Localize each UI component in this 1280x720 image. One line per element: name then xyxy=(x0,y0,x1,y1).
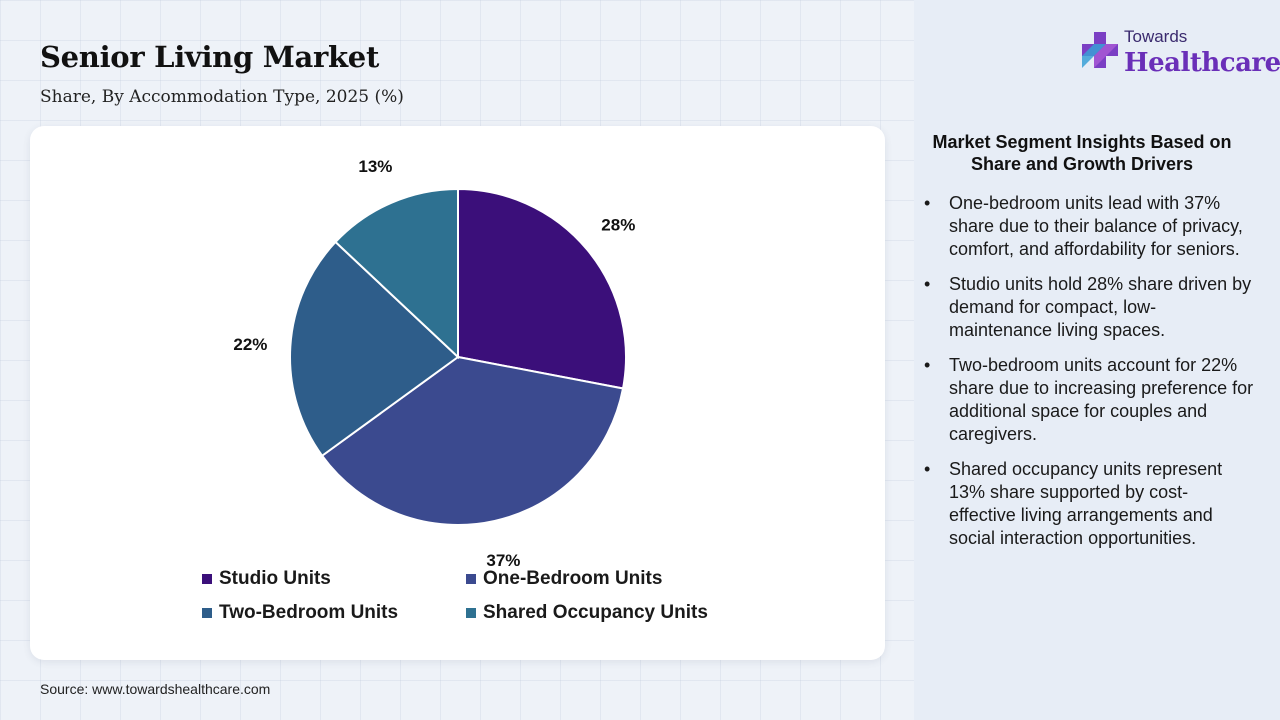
legend-item: Shared Occupancy Units xyxy=(466,602,806,624)
insight-text: Studio units hold 28% share driven by de… xyxy=(949,274,1252,340)
chart-card: 28% 37% 22% 13% Studio Units One-Bedroom Uni… xyxy=(30,126,885,660)
insights-panel xyxy=(914,0,1280,720)
bullet-icon: • xyxy=(924,459,931,479)
pie-slice-shared-occupancy-units xyxy=(334,187,459,360)
legend-swatch xyxy=(202,608,212,618)
insights-list: • One-bedroom units lead with 37% share d… xyxy=(924,192,1254,562)
insight-item: • Shared occupancy units represent 13% sh… xyxy=(924,458,1254,550)
legend-label: Shared Occupancy Units xyxy=(483,602,708,623)
legend-label: One-Bedroom Units xyxy=(483,568,663,589)
insights-title: Market Segment Insights Based on Share a… xyxy=(932,132,1232,174)
legend-item: Studio Units xyxy=(202,568,466,590)
source-note: Source: www.towardshealthcare.com xyxy=(40,681,271,697)
bullet-icon: • xyxy=(924,274,931,294)
data-label: 28% xyxy=(601,215,635,234)
insight-item: • Two-bedroom units account for 22% share… xyxy=(924,354,1254,446)
data-label: 22% xyxy=(233,335,267,354)
pie-slice-two-bedroom-units xyxy=(289,240,460,458)
data-label: 13% xyxy=(358,157,392,176)
brand-line1: Towards xyxy=(1124,27,1188,46)
insight-item: • Studio units hold 28% share driven by d… xyxy=(924,273,1254,342)
bullet-icon: • xyxy=(924,355,931,375)
pie-chart: 28% 37% 22% 13% xyxy=(233,157,635,570)
insight-text: One-bedroom units lead with 37% share du… xyxy=(949,193,1243,259)
chart-title: Senior Living Market xyxy=(40,40,380,74)
chart-legend: Studio Units One-Bedroom Units Two-Bedroom… xyxy=(202,568,822,624)
legend-item: One-Bedroom Units xyxy=(466,568,806,590)
pie-slice-one-bedroom-units xyxy=(320,355,625,526)
insight-text: Shared occupancy units represent 13% sha… xyxy=(949,459,1223,548)
chart-subtitle: Share, By Accommodation Type, 2025 (%) xyxy=(40,87,404,107)
legend-label: Studio Units xyxy=(219,568,331,589)
legend-label: Two-Bedroom Units xyxy=(219,602,399,623)
cross-logo-icon xyxy=(1082,32,1118,68)
bullet-icon: • xyxy=(924,193,931,213)
legend-item: Two-Bedroom Units xyxy=(202,602,466,624)
brand-logo: Towards Healthcare xyxy=(1080,26,1280,78)
data-label: 37% xyxy=(486,551,520,570)
legend-swatch xyxy=(466,608,476,618)
insight-item: • One-bedroom units lead with 37% share d… xyxy=(924,192,1254,261)
pie-slice-studio-units xyxy=(457,187,627,390)
brand-line2: Healthcare xyxy=(1124,48,1280,78)
legend-swatch xyxy=(466,574,476,584)
legend-swatch xyxy=(202,574,212,584)
insight-text: Two-bedroom units account for 22% share … xyxy=(949,355,1254,444)
